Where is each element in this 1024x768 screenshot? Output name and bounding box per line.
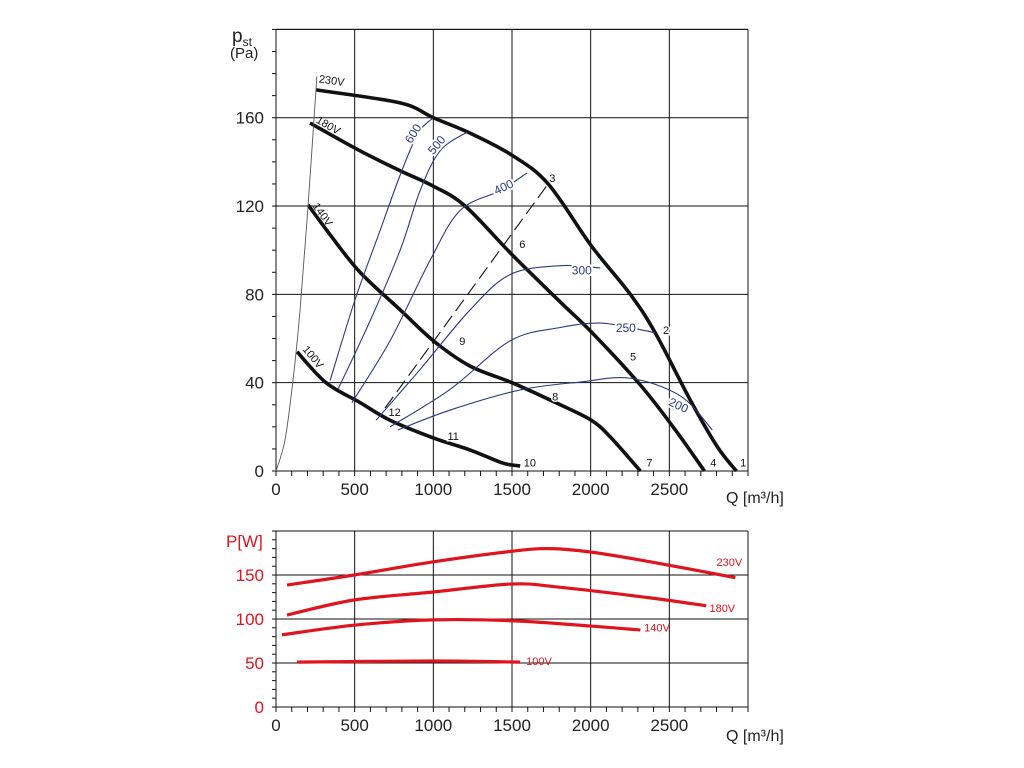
x-tick-label: 1000 xyxy=(414,716,452,735)
series-curve-140v xyxy=(281,617,641,637)
operating-point-label: 12 xyxy=(388,407,400,419)
y-tick-label: 50 xyxy=(245,654,264,673)
curve-label: 500 xyxy=(425,133,449,158)
operating-point-label: 10 xyxy=(524,458,536,470)
series-curve-300 xyxy=(375,264,601,421)
curve-label: 250 xyxy=(616,321,636,335)
operating-point-label: 3 xyxy=(549,173,555,185)
y-tick-label: 150 xyxy=(236,566,264,585)
pressure-symbol: p xyxy=(232,26,243,47)
pressure-unit-label: (Pa) xyxy=(230,45,258,62)
x-tick-label: 2500 xyxy=(650,480,688,499)
operating-point-label: 2 xyxy=(663,325,669,337)
x-tick-label: 1500 xyxy=(493,716,531,735)
pressure-axis-label: pst xyxy=(232,26,253,49)
y-tick-label: 80 xyxy=(245,285,264,304)
series-curve-100v xyxy=(295,350,521,468)
series-curve-200 xyxy=(397,377,713,431)
pressure-subscript: st xyxy=(243,35,253,49)
operating-point-label: 11 xyxy=(447,431,458,443)
x-tick-label: 500 xyxy=(340,716,368,735)
x-tick-label: 500 xyxy=(340,480,368,499)
x-tick-label: 0 xyxy=(271,480,280,499)
y-tick-label: 160 xyxy=(236,109,264,128)
x-tick-label: 2500 xyxy=(650,716,688,735)
y-tick-label: 40 xyxy=(245,374,264,393)
operating-point-label: 5 xyxy=(630,352,636,364)
series-curve-230v xyxy=(315,88,738,473)
curve-label: 300 xyxy=(572,263,592,277)
x-tick-label: 1000 xyxy=(414,480,452,499)
y-tick-label: 0 xyxy=(255,698,264,717)
series-curve-100v xyxy=(297,659,521,664)
series-curve-500 xyxy=(337,131,468,390)
series-curve-600 xyxy=(329,117,434,381)
series-curve-400 xyxy=(351,172,528,403)
power-axis-label: P[W] xyxy=(226,532,263,551)
series-curve-180v xyxy=(286,582,707,617)
series-curve-250 xyxy=(389,322,656,428)
x-tick-label: 0 xyxy=(271,716,280,735)
curve-label: 230V xyxy=(318,73,346,89)
operating-point-label: 8 xyxy=(552,391,558,403)
power-chart: 0 500 1000 1500 2000 2500 0 50 100 150 230V 180V 140… xyxy=(236,530,749,735)
y-tick-label: 100 xyxy=(236,610,264,629)
series-curve-dashed xyxy=(384,184,548,409)
series-curve-230v xyxy=(286,546,736,587)
y-tick-label: 0 xyxy=(255,462,264,481)
bottom-x-axis-label: Q [m³/h] xyxy=(726,728,784,745)
pressure-chart: 0 500 1000 1500 2000 250004080120160230V180V1… xyxy=(236,28,749,499)
curve-label: 230V xyxy=(717,557,743,569)
curve-label: 100V xyxy=(526,656,552,668)
series-curve-140v xyxy=(306,203,642,473)
operating-point-label: 4 xyxy=(710,458,716,470)
y-tick-label: 120 xyxy=(236,197,264,216)
curve-label: 600 xyxy=(402,121,425,146)
curve-label: 140V xyxy=(644,622,670,634)
x-tick-label: 1500 xyxy=(493,480,531,499)
curve-label: 180V xyxy=(709,603,735,615)
top-x-axis-label: Q [m³/h] xyxy=(726,490,784,507)
operating-point-label: 7 xyxy=(646,458,652,470)
x-tick-label: 2000 xyxy=(572,716,610,735)
series-curve-180v xyxy=(309,121,706,473)
x-tick-label: 2000 xyxy=(572,480,610,499)
operating-point-label: 6 xyxy=(519,239,525,251)
series-curve-system xyxy=(275,76,318,472)
operating-point-label: 9 xyxy=(459,336,465,348)
operating-point-label: 1 xyxy=(740,458,746,470)
